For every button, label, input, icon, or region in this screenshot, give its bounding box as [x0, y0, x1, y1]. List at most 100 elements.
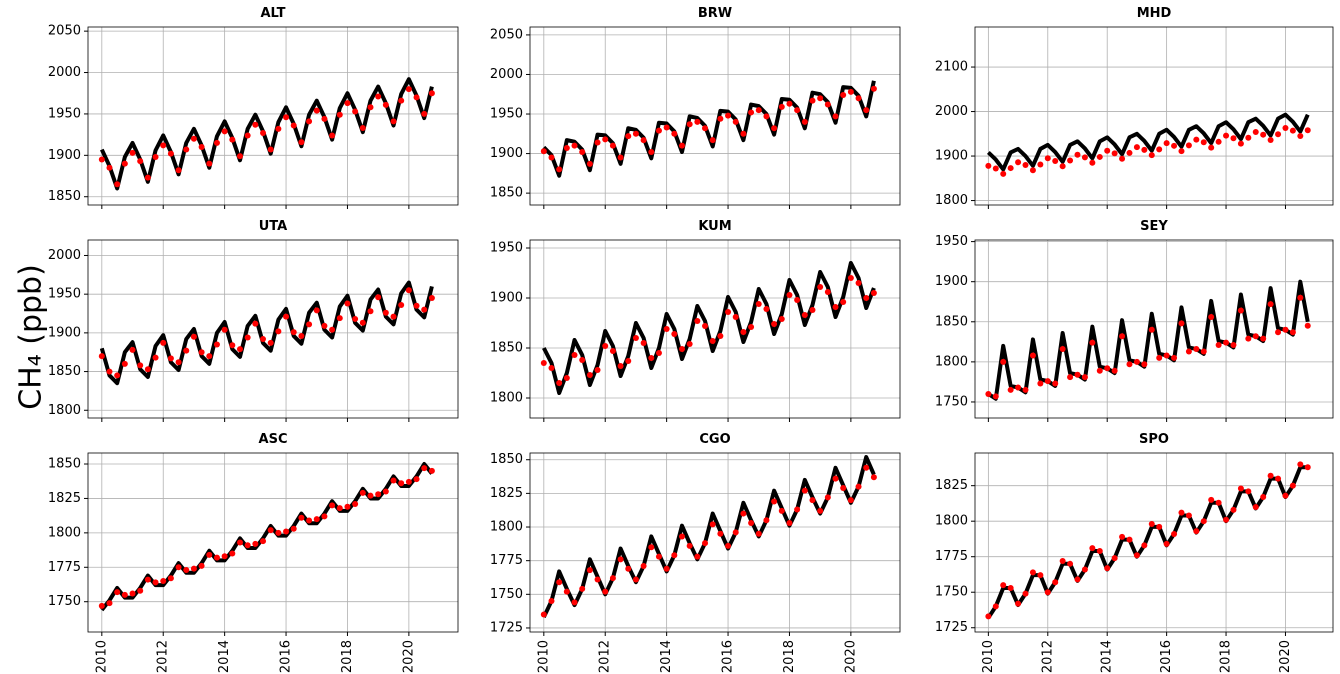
observation-point: [640, 563, 647, 570]
observation-point: [1282, 125, 1289, 132]
observation-point: [663, 124, 670, 131]
observation-point: [763, 517, 770, 524]
observation-point: [352, 500, 359, 507]
observation-point: [1000, 358, 1007, 365]
observation-point: [1178, 148, 1185, 155]
y-tick-label: 1825: [490, 486, 523, 501]
observation-point: [678, 142, 685, 149]
y-tick-label: 1900: [935, 274, 968, 289]
observation-point: [298, 332, 305, 339]
subplot: ALT 1850 1900 1950 2000 2050: [48, 6, 459, 209]
observation-point: [1304, 464, 1311, 471]
observation-point: [640, 340, 647, 346]
observation-point: [1067, 560, 1074, 567]
observation-point: [556, 380, 563, 386]
observation-point: [1104, 147, 1111, 154]
observation-point: [1193, 346, 1200, 353]
observation-point: [198, 144, 205, 151]
observation-point: [260, 538, 267, 545]
observation-point: [1015, 384, 1022, 391]
observation-point: [144, 366, 151, 373]
plot-frame: [974, 452, 1334, 633]
y-tick-label: 1775: [490, 553, 523, 568]
observation-point: [290, 122, 297, 129]
observation-point: [114, 181, 121, 188]
observation-point: [1282, 492, 1289, 499]
observation-point: [106, 368, 113, 375]
y-tick-label: 1725: [490, 620, 523, 635]
y-tick-label: 1750: [48, 594, 81, 609]
subplot-title: KUM: [698, 219, 731, 234]
observation-point: [359, 125, 366, 132]
observation-point: [1245, 488, 1252, 495]
observation-point: [313, 107, 320, 114]
x-tick-label: 2020: [401, 640, 416, 673]
observation-point: [137, 362, 144, 369]
x-tick-label: 2018: [1219, 640, 1234, 673]
observation-point: [329, 502, 336, 509]
observation-point: [702, 323, 709, 329]
observation-point: [548, 154, 555, 161]
observation-point: [709, 338, 716, 344]
observation-point: [824, 101, 831, 108]
observation-point: [586, 372, 593, 378]
observation-point: [609, 142, 616, 149]
observation-point: [375, 294, 382, 301]
observation-point: [1141, 146, 1148, 153]
observation-point: [221, 553, 228, 560]
observation-point: [563, 375, 570, 381]
observation-point: [1119, 533, 1126, 540]
observation-point: [344, 503, 351, 510]
observation-point: [1193, 528, 1200, 535]
observation-point: [602, 136, 609, 143]
observation-point: [1052, 579, 1059, 586]
observation-point: [1074, 151, 1081, 158]
observation-point: [152, 153, 159, 160]
observation-point: [840, 484, 847, 491]
observation-point: [206, 160, 213, 167]
observation-point: [1096, 548, 1103, 555]
observation-point: [1260, 494, 1267, 501]
observation-point: [275, 125, 282, 132]
observation-point: [1252, 129, 1259, 136]
observation-point: [121, 360, 128, 367]
observation-point: [329, 326, 336, 333]
plot-frame: [974, 239, 1334, 419]
observation-point: [1297, 461, 1304, 468]
observation-point: [755, 530, 762, 537]
y-tick-label: 1900: [48, 325, 81, 340]
observation-point: [252, 121, 259, 128]
observation-point: [794, 297, 801, 303]
observation-point: [283, 114, 290, 121]
observation-point: [725, 542, 732, 549]
observation-point: [1148, 521, 1155, 528]
observation-point: [1059, 557, 1066, 564]
observation-point: [709, 521, 716, 528]
observation-point: [985, 390, 992, 397]
observation-point: [771, 321, 778, 327]
observation-point: [283, 528, 290, 535]
observation-point: [1141, 542, 1148, 549]
observation-point: [1037, 161, 1044, 168]
observation-point: [167, 355, 174, 362]
observation-point: [655, 127, 662, 134]
model-line: [542, 455, 876, 619]
observation-point: [732, 314, 739, 320]
y-tick-label: 1950: [935, 234, 968, 249]
observation-point: [1230, 135, 1237, 142]
observation-point: [267, 527, 274, 534]
observation-point: [1171, 354, 1178, 361]
observation-point: [1044, 589, 1051, 596]
model-line: [542, 80, 876, 178]
observation-point: [540, 148, 547, 155]
observation-point: [832, 475, 839, 482]
observation-point: [336, 111, 343, 118]
observation-point: [847, 497, 854, 504]
y-tick-label: 1800: [490, 391, 523, 406]
observation-point: [213, 341, 220, 348]
y-tick-label: 1775: [48, 560, 81, 575]
observation-point: [1163, 140, 1170, 147]
observation-point: [390, 477, 397, 484]
x-tick-label: 2014: [659, 640, 674, 673]
x-tick-label: 2010: [536, 640, 551, 673]
